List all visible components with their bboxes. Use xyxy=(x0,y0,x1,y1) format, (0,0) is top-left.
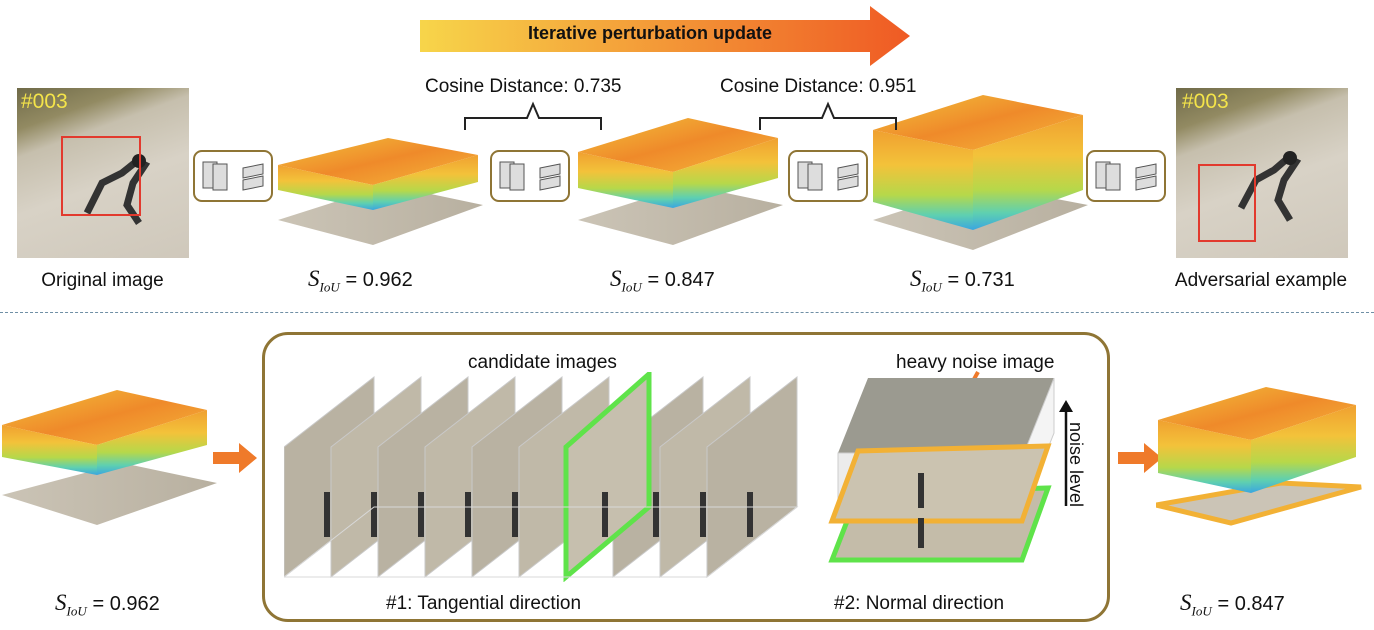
original-image: #003 xyxy=(17,88,189,258)
original-bbox xyxy=(61,136,141,216)
model-icon-1 xyxy=(193,150,273,202)
score-3: SIoU = 0.731 xyxy=(910,266,1015,295)
original-caption: Original image xyxy=(41,270,164,291)
bracket-2 xyxy=(758,100,898,132)
score-bottom-left: SIoU = 0.962 xyxy=(55,590,160,619)
noise-level-label: noise level xyxy=(1066,422,1086,508)
cosine-distance-1: Cosine Distance: 0.735 xyxy=(425,76,622,97)
adversarial-caption: Adversarial example xyxy=(1174,270,1348,291)
bracket-1 xyxy=(463,100,603,132)
search-directions-panel xyxy=(262,332,1110,622)
normal-direction-label: #2: Normal direction xyxy=(834,593,1005,614)
arrow-right-1 xyxy=(213,443,257,473)
score-bottom-right: SIoU = 0.847 xyxy=(1180,590,1285,619)
model-icon-4 xyxy=(1086,150,1166,202)
adversarial-image-tag: #003 xyxy=(1182,90,1229,113)
heatmap-plot-1 xyxy=(278,90,483,245)
section-divider xyxy=(0,312,1374,313)
banner-label: Iterative perturbation update xyxy=(527,23,773,43)
heatmap-plot-bottom-left xyxy=(2,375,217,535)
heatmap-plot-bottom-right xyxy=(1156,375,1371,535)
iterative-update-arrow xyxy=(420,6,910,66)
tangential-direction-label: #1: Tangential direction xyxy=(386,593,582,614)
score-2: SIoU = 0.847 xyxy=(610,266,715,295)
heatmap-plot-2 xyxy=(578,90,783,245)
model-icon-3 xyxy=(788,150,868,202)
candidate-image-stack xyxy=(284,372,799,582)
cosine-distance-2: Cosine Distance: 0.951 xyxy=(720,76,917,97)
noise-level-arrow xyxy=(1059,400,1073,508)
arrow-right-2 xyxy=(1118,443,1162,473)
model-icon-2 xyxy=(490,150,570,202)
dog-figure xyxy=(1237,151,1302,222)
heavy-noise-label: heavy noise image xyxy=(896,352,1055,373)
candidate-images-label: candidate images xyxy=(468,352,617,373)
score-1: SIoU = 0.962 xyxy=(308,266,413,295)
original-image-tag: #003 xyxy=(21,90,68,113)
noise-level-stack xyxy=(828,378,1058,568)
adversarial-image: #003 xyxy=(1176,88,1348,258)
adversarial-bbox xyxy=(1198,164,1256,242)
heatmap-plot-3 xyxy=(873,90,1088,250)
